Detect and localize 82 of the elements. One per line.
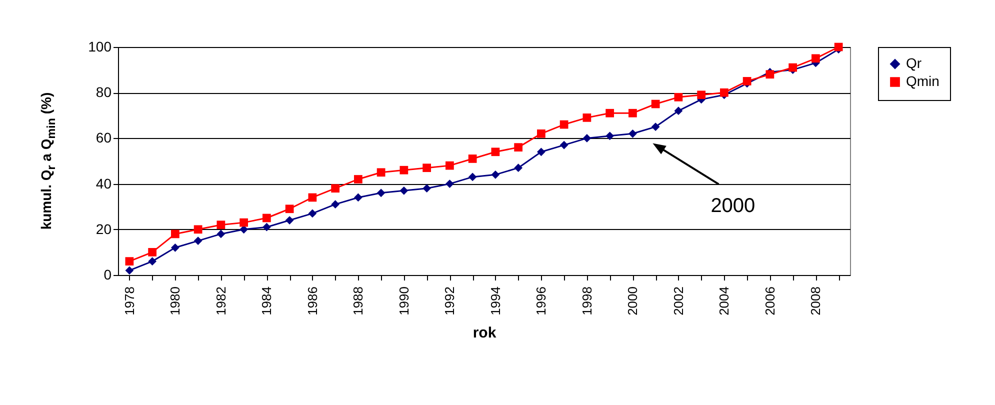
point — [285, 216, 294, 224]
point — [651, 100, 660, 108]
point — [537, 148, 546, 156]
x-tick-label: 1988 — [350, 286, 366, 316]
point — [514, 164, 522, 172]
point — [216, 220, 226, 230]
x-tick-label: 1980 — [168, 286, 183, 316]
point — [606, 108, 614, 118]
x-tick-label: 2000 — [625, 286, 640, 316]
point — [125, 257, 134, 266]
point — [582, 113, 592, 122]
point — [171, 230, 180, 238]
point — [422, 184, 431, 193]
point — [582, 134, 592, 142]
x-tick-label: 2006 — [762, 286, 778, 316]
point — [628, 108, 637, 118]
y-tick-label: 20 — [96, 220, 112, 237]
point — [194, 225, 202, 234]
x-tick-label: 2004 — [716, 286, 732, 316]
x-tick-label: 1996 — [534, 286, 549, 316]
x-tick-label: 1986 — [304, 286, 320, 316]
x-tick-label: 1998 — [579, 286, 594, 316]
y-tick-label: 100 — [88, 38, 112, 54]
point — [812, 54, 820, 63]
point — [125, 266, 134, 275]
point — [560, 140, 568, 150]
point — [674, 106, 683, 116]
point — [262, 214, 271, 222]
x-tick-label: 1978 — [122, 286, 137, 316]
point — [560, 120, 568, 129]
point — [446, 161, 454, 170]
point — [697, 90, 706, 100]
point — [400, 186, 408, 195]
x-tick-label: 2008 — [808, 286, 824, 316]
point — [240, 218, 248, 227]
point — [216, 230, 226, 238]
x-axis-title: rok — [472, 324, 497, 342]
point — [308, 209, 317, 218]
point — [446, 180, 454, 188]
point — [468, 154, 477, 163]
point — [354, 175, 362, 184]
point — [606, 132, 614, 140]
point — [834, 42, 843, 52]
legend-label: Qr — [906, 55, 922, 71]
x-tick-label: 2002 — [670, 286, 686, 316]
x-tick-label: 1982 — [213, 286, 228, 316]
point — [628, 129, 637, 138]
point — [331, 200, 340, 209]
point — [308, 193, 317, 202]
point — [354, 193, 362, 202]
point — [376, 188, 386, 198]
point — [674, 92, 683, 102]
annotation: 2000 — [710, 195, 756, 218]
point — [171, 243, 180, 252]
x-tick-label: 1990 — [396, 286, 412, 316]
point — [788, 63, 797, 72]
point — [148, 248, 156, 256]
point — [514, 143, 522, 152]
point — [376, 168, 386, 177]
point — [537, 129, 546, 138]
y-tick-label: 0 — [104, 266, 112, 282]
x-tick-label: 1984 — [259, 286, 274, 316]
point — [491, 170, 500, 179]
point — [651, 122, 660, 131]
point — [194, 236, 202, 245]
y-tick-label: 40 — [96, 175, 112, 192]
point — [468, 172, 477, 182]
point — [331, 184, 340, 193]
point — [742, 77, 752, 86]
point — [422, 164, 431, 172]
point — [491, 148, 500, 156]
point — [766, 70, 774, 79]
x-tick-label: 1994 — [488, 286, 503, 316]
x-tick-label: 1992 — [442, 286, 458, 316]
point — [262, 222, 271, 232]
point — [148, 257, 156, 266]
point — [720, 88, 728, 97]
y-tick-label: 60 — [96, 130, 112, 146]
legend-label: Qmin — [906, 73, 940, 89]
point — [285, 204, 294, 214]
y-tick-label: 80 — [96, 84, 112, 100]
point — [400, 166, 408, 174]
